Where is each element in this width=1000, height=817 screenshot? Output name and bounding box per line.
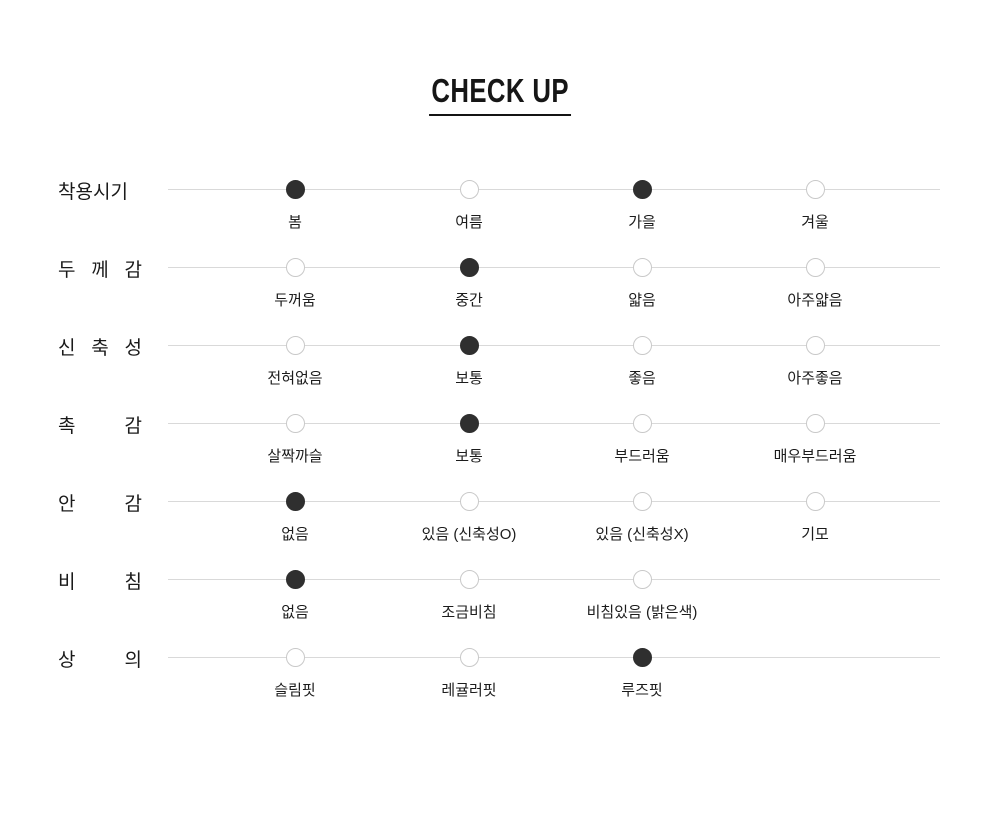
option-dot bbox=[459, 648, 479, 667]
option-label: 레귤러핏 bbox=[441, 682, 497, 699]
option-dot bbox=[805, 258, 825, 277]
row-track-line: 없음 있음 (신축성O) 있음 (신축성X) 기모 bbox=[168, 492, 940, 543]
option-dot bbox=[459, 180, 479, 199]
option-dot bbox=[285, 336, 305, 355]
option-dot-selected bbox=[459, 414, 479, 433]
option-dot-selected bbox=[285, 492, 305, 511]
option: 살짝까슬 bbox=[195, 414, 395, 466]
row-label: 신 축 성 bbox=[58, 338, 142, 359]
option: 있음 (신축성X) bbox=[542, 492, 742, 544]
row-track-line: 봄 여름 가을 겨울 bbox=[168, 180, 940, 231]
row-label: 착용시기 bbox=[58, 182, 128, 203]
option-dot-selected bbox=[632, 648, 652, 667]
option: 없음 bbox=[195, 492, 395, 544]
option: 여름 bbox=[369, 180, 569, 232]
option: 보통 bbox=[369, 414, 569, 466]
option-dot bbox=[459, 570, 479, 589]
option: 조금비침 bbox=[369, 570, 569, 622]
option-dot bbox=[805, 492, 825, 511]
option-dot-selected bbox=[459, 258, 479, 277]
option: 부드러움 bbox=[542, 414, 742, 466]
checkup-row: 상 의 슬림핏 레귤러핏 루즈핏 bbox=[0, 618, 1000, 699]
checkup-rows: 착용시기 봄 여름 가을 겨울 두 께 감 두꺼움 중간 얇음 아주얇음 신 축… bbox=[0, 150, 1000, 699]
row-track-line: 없음 조금비침 비침있음 (밝은색) bbox=[168, 570, 940, 621]
option: 두꺼움 bbox=[195, 258, 395, 310]
row-label: 안 감 bbox=[58, 494, 142, 515]
option-dot bbox=[632, 414, 652, 433]
row-label: 비 침 bbox=[58, 572, 142, 593]
option: 얇음 bbox=[542, 258, 742, 310]
option-dot bbox=[632, 570, 652, 589]
option-label: 루즈핏 bbox=[621, 682, 663, 699]
option-dot-selected bbox=[632, 180, 652, 199]
option-dot bbox=[285, 258, 305, 277]
option-dot bbox=[459, 492, 479, 511]
option: 아주얇음 bbox=[715, 258, 915, 310]
option-dot bbox=[805, 180, 825, 199]
option: 비침있음 (밝은색) bbox=[542, 570, 742, 622]
checkup-row: 착용시기 봄 여름 가을 겨울 bbox=[0, 150, 1000, 231]
option: 레귤러핏 bbox=[369, 648, 569, 700]
checkup-row: 비 침 없음 조금비침 비침있음 (밝은색) bbox=[0, 540, 1000, 621]
option-dot-selected bbox=[285, 570, 305, 589]
checkup-row: 두 께 감 두꺼움 중간 얇음 아주얇음 bbox=[0, 228, 1000, 309]
option-dot-selected bbox=[285, 180, 305, 199]
checkup-row: 신 축 성 전혀없음 보통 좋음 아주좋음 bbox=[0, 306, 1000, 387]
row-track-line: 전혀없음 보통 좋음 아주좋음 bbox=[168, 336, 940, 387]
page-title: CHECK UP bbox=[428, 74, 572, 116]
option: 없음 bbox=[195, 570, 395, 622]
row-label: 촉 감 bbox=[58, 416, 142, 437]
option-label: 슬림핏 bbox=[274, 682, 316, 699]
row-label: 두 께 감 bbox=[58, 260, 142, 281]
header: CHECK UP bbox=[0, 74, 1000, 116]
option: 보통 bbox=[369, 336, 569, 388]
option: 루즈핏 bbox=[542, 648, 742, 700]
option: 아주좋음 bbox=[715, 336, 915, 388]
checkup-row: 촉 감 살짝까슬 보통 부드러움 매우부드러움 bbox=[0, 384, 1000, 465]
row-track-line: 살짝까슬 보통 부드러움 매우부드러움 bbox=[168, 414, 940, 465]
row-track-line: 슬림핏 레귤러핏 루즈핏 bbox=[168, 648, 940, 699]
option: 매우부드러움 bbox=[715, 414, 915, 466]
option: 가을 bbox=[542, 180, 742, 232]
option-dot bbox=[285, 648, 305, 667]
row-track-line: 두꺼움 중간 얇음 아주얇음 bbox=[168, 258, 940, 309]
option: 중간 bbox=[369, 258, 569, 310]
checkup-row: 안 감 없음 있음 (신축성O) 있음 (신축성X) 기모 bbox=[0, 462, 1000, 543]
option-dot bbox=[632, 492, 652, 511]
option-dot-selected bbox=[459, 336, 479, 355]
option: 기모 bbox=[715, 492, 915, 544]
option-dot bbox=[805, 414, 825, 433]
option-dot bbox=[805, 336, 825, 355]
option-dot bbox=[632, 336, 652, 355]
option-dot bbox=[632, 258, 652, 277]
option: 전혀없음 bbox=[195, 336, 395, 388]
option: 슬림핏 bbox=[195, 648, 395, 700]
option: 봄 bbox=[195, 180, 395, 232]
option: 좋음 bbox=[542, 336, 742, 388]
option-dot bbox=[285, 414, 305, 433]
option: 겨울 bbox=[715, 180, 915, 232]
row-label: 상 의 bbox=[58, 650, 142, 671]
option: 있음 (신축성O) bbox=[369, 492, 569, 544]
